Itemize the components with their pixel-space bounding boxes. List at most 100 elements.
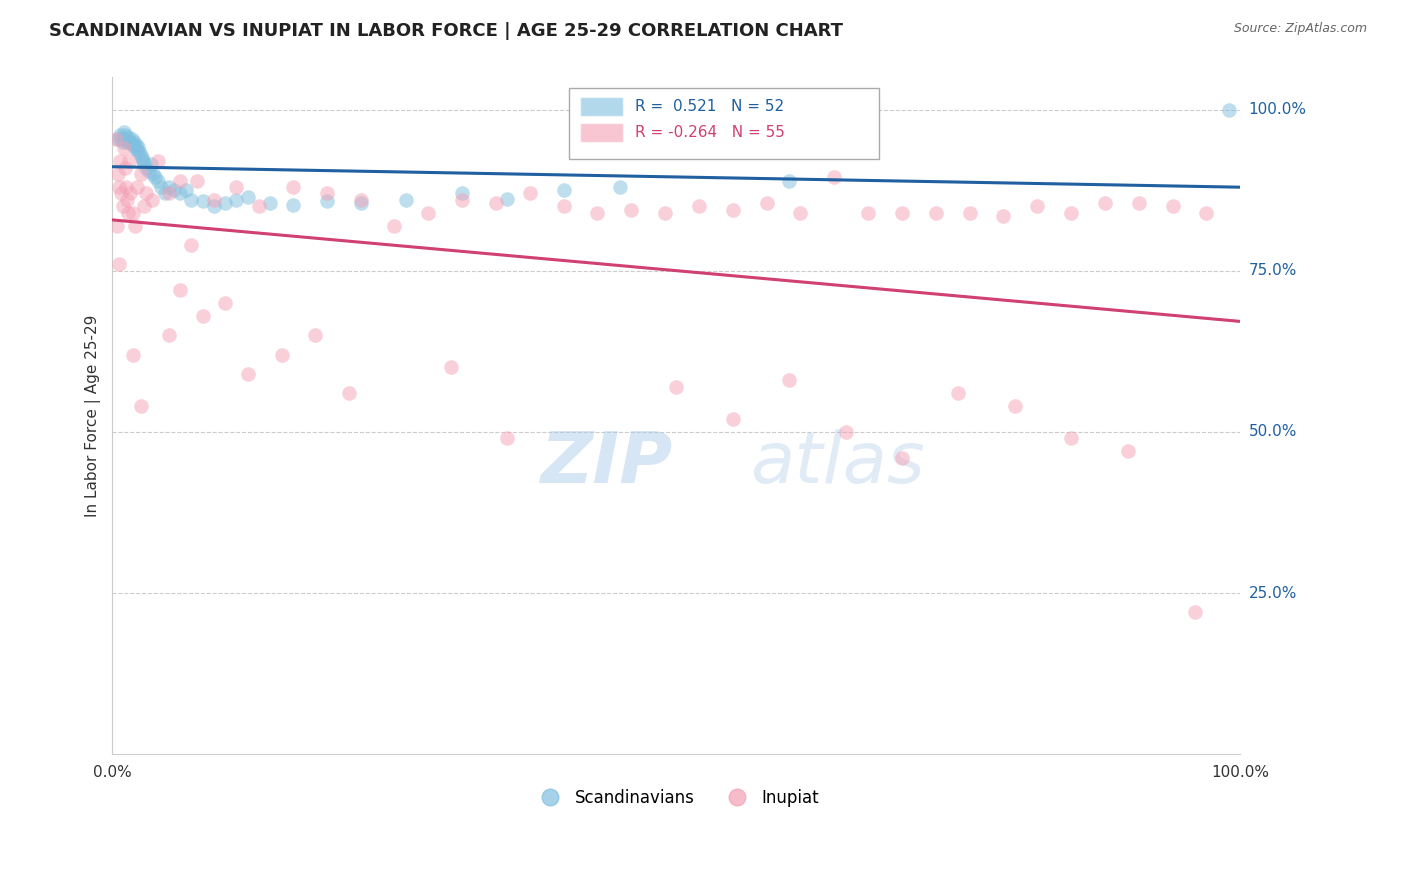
Point	[1161, 199, 1184, 213]
Point	[115, 135, 138, 149]
Point	[1060, 206, 1083, 220]
Point	[104, 131, 127, 145]
Point	[1026, 199, 1049, 213]
Point	[337, 386, 360, 401]
Text: SCANDINAVIAN VS INUPIAT IN LABOR FORCE | AGE 25-29 CORRELATION CHART: SCANDINAVIAN VS INUPIAT IN LABOR FORCE |…	[49, 22, 844, 40]
Text: 50.0%: 50.0%	[1249, 425, 1296, 440]
Point	[315, 194, 337, 209]
Point	[155, 186, 177, 201]
Point	[304, 328, 326, 343]
Point	[270, 348, 292, 362]
Point	[121, 138, 143, 153]
Point	[1184, 606, 1206, 620]
Point	[132, 199, 155, 213]
Point	[778, 173, 800, 187]
Point	[138, 164, 160, 178]
Point	[121, 348, 143, 362]
Point	[125, 138, 148, 153]
Point	[157, 328, 180, 343]
Point	[236, 367, 259, 381]
Point	[1094, 196, 1116, 211]
Point	[721, 202, 744, 217]
Point	[993, 209, 1015, 223]
Point	[236, 189, 259, 203]
Point	[110, 186, 132, 201]
Point	[111, 135, 134, 149]
Point	[114, 128, 136, 143]
Point	[180, 193, 202, 207]
Point	[127, 140, 149, 154]
Point	[191, 194, 214, 209]
Point	[108, 257, 131, 271]
Point	[247, 199, 270, 213]
Point	[142, 167, 165, 181]
Point	[128, 145, 150, 159]
Point	[111, 199, 134, 213]
Point	[496, 431, 519, 445]
Point	[259, 196, 281, 211]
Point	[157, 186, 180, 201]
FancyBboxPatch shape	[581, 97, 623, 116]
Point	[112, 125, 135, 139]
Point	[107, 131, 129, 145]
Point	[118, 134, 141, 148]
Point	[225, 193, 247, 207]
Point	[169, 186, 191, 201]
Point	[107, 167, 129, 181]
Point	[688, 199, 710, 213]
Point	[169, 173, 191, 187]
Point	[131, 151, 153, 165]
Point	[110, 154, 132, 169]
Point	[129, 399, 152, 413]
Point	[384, 219, 406, 233]
Text: 75.0%: 75.0%	[1249, 263, 1296, 278]
Point	[132, 154, 155, 169]
Point	[129, 167, 152, 181]
Point	[127, 143, 149, 157]
Point	[553, 183, 575, 197]
Point	[112, 141, 135, 155]
Point	[120, 136, 142, 151]
Point	[202, 199, 225, 213]
Text: atlas: atlas	[749, 429, 924, 498]
Text: R = -0.264   N = 55: R = -0.264 N = 55	[634, 125, 785, 140]
Point	[115, 180, 138, 194]
Point	[778, 373, 800, 387]
Text: 25.0%: 25.0%	[1249, 585, 1296, 600]
Point	[440, 360, 463, 375]
Text: 100.0%: 100.0%	[1249, 103, 1306, 117]
Point	[141, 193, 163, 207]
Point	[553, 199, 575, 213]
Point	[121, 131, 143, 145]
Point	[105, 219, 128, 233]
Y-axis label: In Labor Force | Age 25-29: In Labor Force | Age 25-29	[86, 315, 101, 517]
Point	[146, 173, 169, 187]
Point	[191, 309, 214, 323]
Point	[654, 206, 676, 220]
Point	[149, 180, 172, 194]
Point	[1116, 444, 1139, 458]
Point	[890, 450, 912, 465]
Point	[120, 186, 142, 201]
Point	[755, 196, 778, 211]
Point	[890, 206, 912, 220]
Text: ZIP: ZIP	[541, 429, 673, 498]
Text: Source: ZipAtlas.com: Source: ZipAtlas.com	[1233, 22, 1367, 36]
Point	[110, 128, 132, 143]
Point	[117, 129, 139, 144]
Point	[121, 206, 143, 220]
Point	[349, 196, 371, 211]
Point	[519, 186, 541, 201]
Point	[959, 206, 981, 220]
Point	[1128, 196, 1150, 211]
Legend: Scandinavians, Inupiat: Scandinavians, Inupiat	[527, 782, 825, 814]
Point	[281, 180, 304, 194]
Point	[143, 170, 166, 185]
Point	[115, 131, 138, 145]
Point	[214, 296, 236, 310]
Point	[169, 283, 191, 297]
Point	[1060, 431, 1083, 445]
Point	[451, 186, 474, 201]
Point	[135, 161, 157, 175]
Point	[122, 135, 145, 149]
